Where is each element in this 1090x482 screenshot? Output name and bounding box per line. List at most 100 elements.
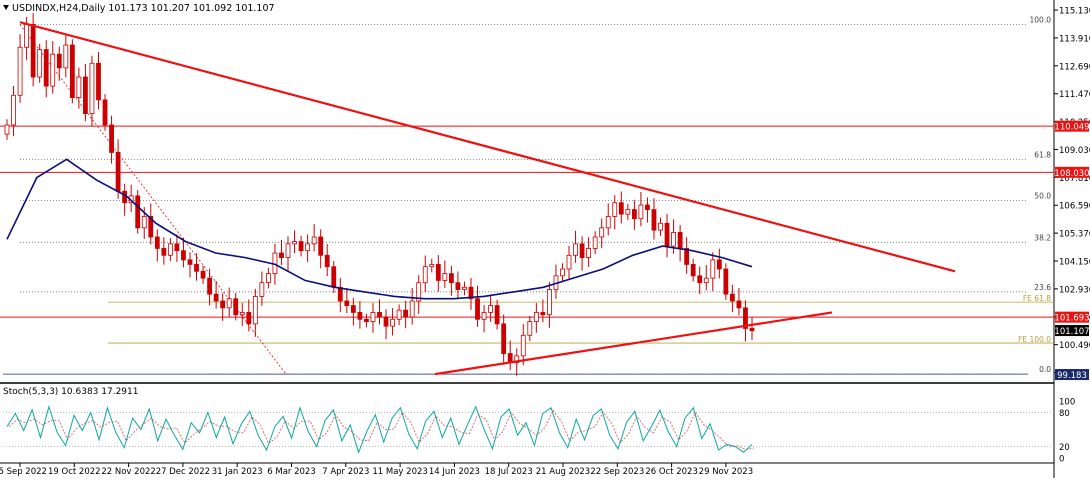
candle-body bbox=[311, 236, 317, 245]
trendlines bbox=[19, 21, 956, 376]
candle-body bbox=[56, 53, 62, 69]
stochastic-title: Stoch(5,3,3) 10.6383 17.2911 bbox=[3, 387, 138, 397]
candle-body bbox=[285, 243, 291, 258]
date-tick-label: 22 Sep 2023 bbox=[590, 467, 644, 477]
triangle-down-icon[interactable] bbox=[3, 5, 9, 10]
price-tick-label: 115.130 bbox=[1059, 7, 1090, 17]
level-layer bbox=[0, 24, 1054, 375]
candle-body bbox=[344, 300, 350, 306]
candle-body bbox=[658, 222, 663, 231]
fib-retracement-label: 38.2 bbox=[1034, 233, 1051, 242]
candle-body bbox=[736, 300, 742, 309]
date-tick-label: 22 Nov 2022 bbox=[101, 467, 155, 477]
candle-body bbox=[24, 24, 30, 48]
date-tick-label: 15 Sep 2022 bbox=[0, 467, 47, 477]
candle-body bbox=[324, 254, 330, 268]
candle-body bbox=[605, 216, 611, 229]
date-tick-label: 31 Jan 2023 bbox=[212, 467, 263, 477]
price-tag-label: 110.049 bbox=[1054, 123, 1089, 133]
candle-body bbox=[540, 312, 546, 316]
price-tick-label: 104.150 bbox=[1059, 258, 1090, 268]
candle-body bbox=[631, 209, 637, 220]
candle-body bbox=[102, 99, 108, 126]
fib-retracement-label: 0.0 bbox=[1039, 365, 1051, 374]
candle-body bbox=[148, 216, 154, 238]
candle-body bbox=[403, 309, 409, 318]
fib-expansion-label: FE 100.0 bbox=[1018, 335, 1051, 344]
candle-body bbox=[30, 24, 36, 78]
candle-body bbox=[207, 277, 212, 295]
price-tag-label: 108.030 bbox=[1054, 169, 1089, 179]
candle-body bbox=[488, 305, 493, 313]
candle-body bbox=[501, 323, 507, 354]
candle-body bbox=[710, 259, 716, 279]
candle-body bbox=[481, 312, 487, 320]
candle-body bbox=[645, 204, 650, 210]
candle-body bbox=[17, 46, 23, 96]
date-tick-label: 18 Jul 2023 bbox=[485, 467, 533, 477]
candle-body bbox=[305, 243, 311, 252]
candle-body bbox=[63, 44, 69, 69]
candle-body bbox=[579, 243, 585, 258]
candle-body bbox=[494, 305, 500, 325]
candle-body bbox=[331, 266, 337, 288]
candle-body bbox=[246, 312, 252, 325]
candle-body bbox=[96, 62, 101, 101]
date-tick-label: 19 Oct 2022 bbox=[48, 467, 101, 477]
candle-body bbox=[364, 318, 369, 322]
moving-average bbox=[6, 158, 753, 300]
candle-body bbox=[161, 248, 167, 256]
candle-body bbox=[76, 76, 82, 98]
candle-body bbox=[749, 328, 755, 332]
date-tick-label: 26 Oct 2023 bbox=[645, 467, 698, 477]
candle-body bbox=[174, 243, 180, 252]
candle-body bbox=[462, 286, 467, 290]
candle-body bbox=[141, 216, 147, 229]
candle-body bbox=[703, 277, 709, 284]
candle-body bbox=[226, 298, 232, 309]
candle-body bbox=[135, 195, 141, 229]
candle-body bbox=[337, 286, 343, 302]
candle-body bbox=[592, 236, 598, 249]
stoch-main-line bbox=[6, 404, 753, 454]
candle-body bbox=[350, 305, 356, 313]
candle-body bbox=[527, 321, 533, 336]
candle-body bbox=[200, 270, 206, 279]
price-tag-box bbox=[1055, 325, 1089, 337]
candle-body bbox=[435, 264, 441, 281]
candle-body bbox=[181, 250, 186, 261]
stoch-tick-label: 100 bbox=[1059, 398, 1075, 408]
candle-body bbox=[448, 273, 454, 284]
candle-body bbox=[318, 236, 324, 256]
stoch-tick-label: 20 bbox=[1059, 443, 1070, 453]
candle-body bbox=[43, 49, 49, 87]
price-tag-box bbox=[1055, 120, 1089, 132]
candle-body bbox=[422, 266, 428, 284]
price-tick-label: 106.590 bbox=[1059, 202, 1090, 212]
fib-retracement-label: 50.0 bbox=[1034, 191, 1051, 200]
candle-body bbox=[475, 298, 480, 320]
candle-body bbox=[377, 312, 382, 318]
candle-body bbox=[416, 282, 422, 302]
fib-retracement-label: 23.6 bbox=[1034, 283, 1051, 292]
date-tick-label: 6 Mar 2023 bbox=[267, 467, 315, 477]
fib-retracement-label: 100.0 bbox=[1030, 15, 1052, 24]
candle-body bbox=[50, 53, 56, 87]
candle-body bbox=[729, 293, 735, 302]
candle-body bbox=[533, 312, 539, 322]
candle-body bbox=[89, 62, 95, 114]
candle-body bbox=[455, 282, 461, 290]
candle-body bbox=[11, 94, 16, 126]
stoch-tick-label: 80 bbox=[1059, 409, 1070, 419]
candle-body bbox=[409, 300, 415, 318]
price-tick-label: 112.690 bbox=[1059, 62, 1090, 72]
price-tick-label: 111.470 bbox=[1059, 90, 1090, 100]
price-tick-label: 107.810 bbox=[1059, 174, 1090, 184]
price-tag-box bbox=[1055, 311, 1089, 323]
candle-body bbox=[514, 355, 520, 364]
candle-body bbox=[612, 202, 618, 217]
candle-body bbox=[566, 254, 572, 270]
candle-body bbox=[697, 275, 703, 284]
